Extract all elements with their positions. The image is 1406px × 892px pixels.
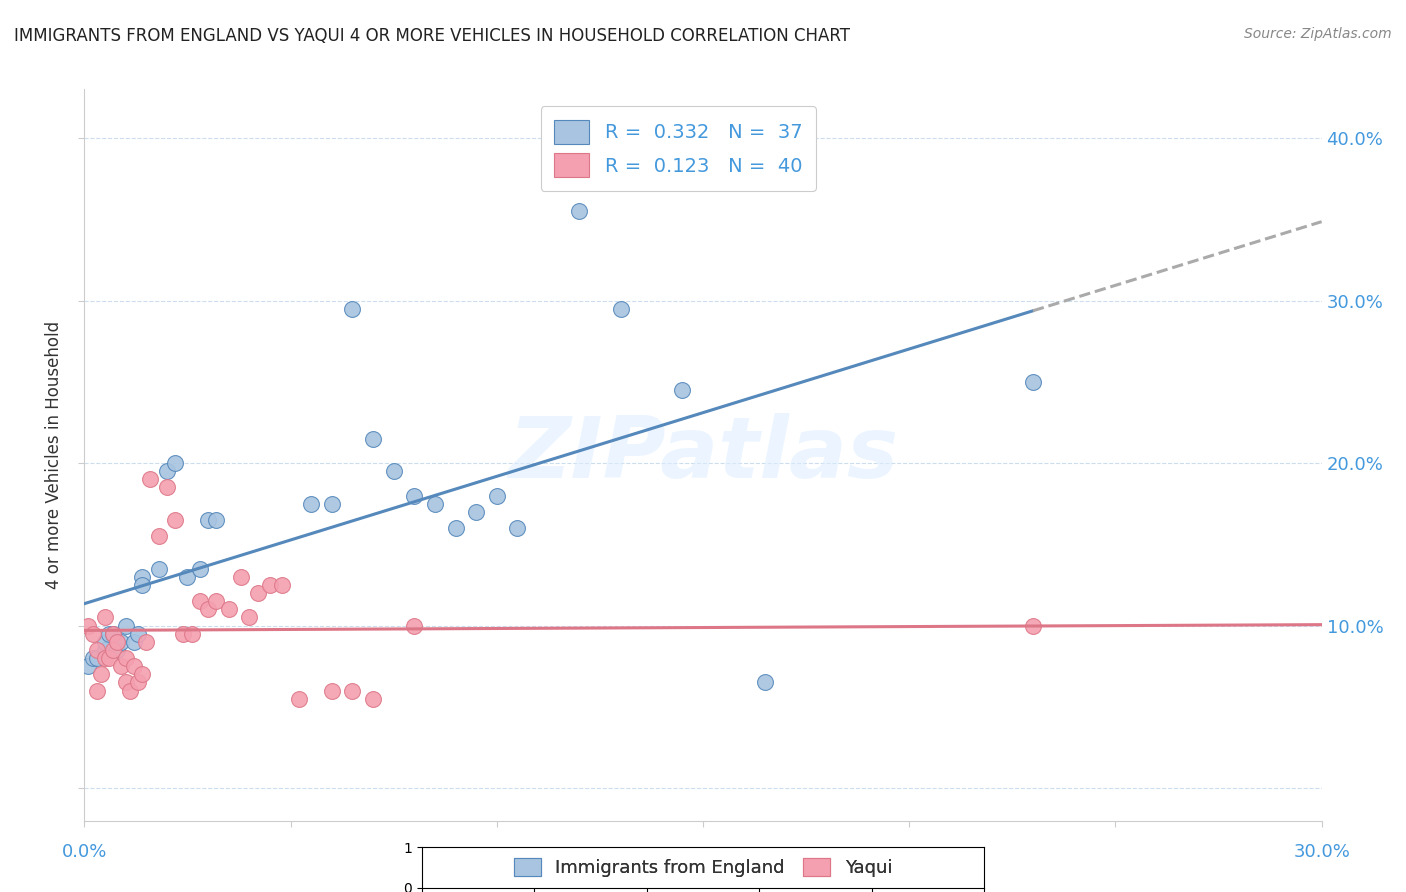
Point: [299, 497, 322, 511]
Point: [506, 521, 529, 535]
Point: [98, 626, 121, 640]
Point: [110, 659, 132, 673]
Point: [485, 489, 508, 503]
Point: [423, 497, 446, 511]
Point: [122, 635, 145, 649]
Point: [86, 643, 108, 657]
Point: [246, 586, 269, 600]
Point: [148, 562, 170, 576]
Point: [361, 432, 384, 446]
Text: 30.0%: 30.0%: [1294, 843, 1350, 861]
Point: [754, 675, 776, 690]
Point: [321, 497, 343, 511]
Point: [205, 594, 228, 608]
Point: [404, 489, 426, 503]
Point: [118, 683, 141, 698]
Point: [404, 618, 426, 632]
Point: [139, 472, 162, 486]
Point: [568, 204, 591, 219]
Point: [105, 643, 128, 657]
Point: [156, 464, 179, 478]
Point: [127, 626, 149, 640]
Point: [188, 562, 211, 576]
Point: [609, 301, 631, 316]
Point: [444, 521, 467, 535]
Point: [122, 659, 145, 673]
Text: IMMIGRANTS FROM ENGLAND VS YAQUI 4 OR MORE VEHICLES IN HOUSEHOLD CORRELATION CHA: IMMIGRANTS FROM ENGLAND VS YAQUI 4 OR MO…: [14, 27, 851, 45]
Point: [77, 618, 100, 632]
Point: [114, 675, 136, 690]
Point: [271, 578, 294, 592]
Point: [82, 626, 104, 640]
Point: [98, 651, 121, 665]
Point: [259, 578, 281, 592]
Point: [342, 301, 364, 316]
Point: [131, 578, 153, 592]
Point: [86, 683, 108, 698]
Point: [131, 570, 153, 584]
Point: [114, 618, 136, 632]
Point: [342, 683, 364, 698]
Point: [77, 659, 100, 673]
Point: [671, 383, 693, 397]
Point: [94, 651, 117, 665]
Point: [176, 570, 198, 584]
Text: Source: ZipAtlas.com: Source: ZipAtlas.com: [1244, 27, 1392, 41]
Point: [105, 635, 128, 649]
Point: [1022, 618, 1045, 632]
Point: [82, 651, 104, 665]
Legend: Immigrants from England, Yaqui: Immigrants from England, Yaqui: [506, 851, 900, 884]
Point: [103, 626, 125, 640]
Point: [465, 505, 488, 519]
Point: [180, 626, 202, 640]
Point: [86, 651, 108, 665]
Point: [94, 635, 117, 649]
Point: [1022, 375, 1045, 389]
Legend: R =  0.332   N =  37, R =  0.123   N =  40: R = 0.332 N = 37, R = 0.123 N = 40: [540, 106, 815, 191]
Text: 0.0%: 0.0%: [62, 843, 107, 861]
Point: [288, 691, 311, 706]
Point: [238, 610, 260, 624]
Point: [94, 610, 117, 624]
Y-axis label: 4 or more Vehicles in Household: 4 or more Vehicles in Household: [45, 321, 63, 589]
Text: ZIPatlas: ZIPatlas: [508, 413, 898, 497]
Point: [165, 513, 187, 527]
Point: [114, 651, 136, 665]
Point: [197, 513, 219, 527]
Point: [135, 635, 157, 649]
Point: [103, 626, 125, 640]
Point: [229, 570, 252, 584]
Point: [148, 529, 170, 543]
Point: [361, 691, 384, 706]
Point: [94, 643, 117, 657]
Point: [90, 667, 112, 681]
Point: [131, 667, 153, 681]
Point: [165, 456, 187, 470]
Point: [205, 513, 228, 527]
Point: [127, 675, 149, 690]
Point: [382, 464, 405, 478]
Point: [156, 480, 179, 494]
Point: [110, 635, 132, 649]
Point: [188, 594, 211, 608]
Point: [172, 626, 194, 640]
Point: [103, 643, 125, 657]
Point: [321, 683, 343, 698]
Point: [197, 602, 219, 616]
Point: [218, 602, 240, 616]
